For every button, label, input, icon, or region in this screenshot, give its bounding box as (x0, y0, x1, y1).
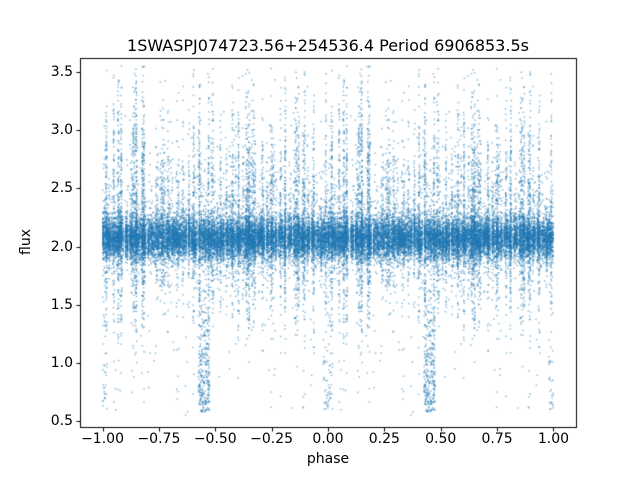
chart-title: 1SWASPJ074723.56+254536.4 Period 6906853… (127, 36, 529, 55)
x-tick-label: 0.75 (481, 431, 513, 447)
x-tick-label: 1.00 (537, 431, 570, 447)
y-tick-label: 3.0 (50, 122, 73, 139)
x-tick-label: 0.25 (368, 431, 400, 447)
x-axis-label: phase (306, 451, 350, 467)
y-tick-label: 2.5 (50, 180, 73, 197)
x-tick-label: 0.00 (312, 431, 344, 447)
x-tick-label: −1.00 (81, 431, 124, 447)
x-tick-label: −0.50 (193, 431, 237, 447)
y-tick-label: 2.0 (50, 238, 73, 255)
y-tick-label: 3.5 (50, 63, 73, 80)
x-tick-label: −0.75 (137, 431, 181, 447)
x-tick-label: 0.50 (425, 431, 457, 447)
y-tick-label: 0.5 (50, 413, 73, 430)
x-tick-label: −0.25 (250, 431, 294, 447)
y-tick-label: 1.0 (50, 354, 73, 371)
y-tick-label: 1.5 (50, 296, 73, 313)
